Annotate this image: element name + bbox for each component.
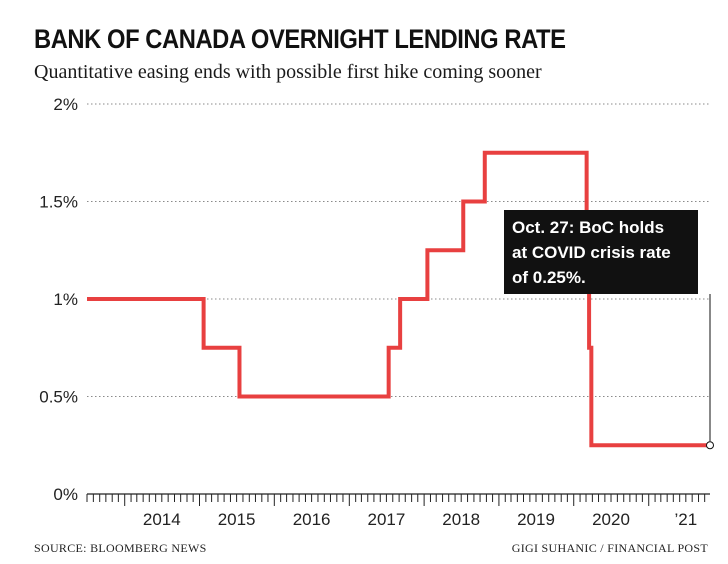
- chart-title: BANK OF CANADA OVERNIGHT LENDING RATE: [34, 24, 566, 54]
- annotation-text: at COVID crisis rate: [512, 243, 671, 262]
- y-axis: 0% 0.5% 1% 1.5% 2%: [39, 95, 78, 504]
- y-tick-label: 2%: [53, 95, 78, 114]
- x-axis: 2014 2015 2016 2017 2018 2019 2020 ’21: [86, 493, 710, 529]
- x-tick-label: ’21: [674, 510, 697, 529]
- chart-subtitle: Quantitative easing ends with possible f…: [34, 61, 542, 83]
- y-tick-label: 1.5%: [39, 193, 78, 212]
- x-tick-label: 2015: [218, 510, 256, 529]
- x-tick-label: 2017: [367, 510, 405, 529]
- annotation-text: of 0.25%.: [512, 268, 586, 287]
- x-tick-label: 2016: [293, 510, 331, 529]
- annotation-text: Oct. 27: BoC holds: [512, 218, 664, 237]
- annotation-layer: Oct. 27: BoC holds at COVID crisis rate of…: [504, 210, 714, 450]
- annotation-marker: [706, 441, 714, 450]
- x-tick-label: 2014: [143, 510, 181, 529]
- credit-note: GIGI SUHANIC / FINANCIAL POST: [511, 541, 708, 555]
- y-tick-label: 0.5%: [39, 388, 78, 407]
- y-tick-label: 1%: [53, 290, 78, 309]
- x-tick-label: 2018: [442, 510, 480, 529]
- annotation-box: [504, 210, 698, 294]
- source-note: SOURCE: BLOOMBERG NEWS: [34, 541, 207, 555]
- x-tick-label: 2019: [517, 510, 555, 529]
- rate-line: [87, 150, 710, 448]
- x-tick-label: 2020: [592, 510, 630, 529]
- y-tick-label: 0%: [53, 485, 78, 504]
- series-layer: [87, 150, 710, 448]
